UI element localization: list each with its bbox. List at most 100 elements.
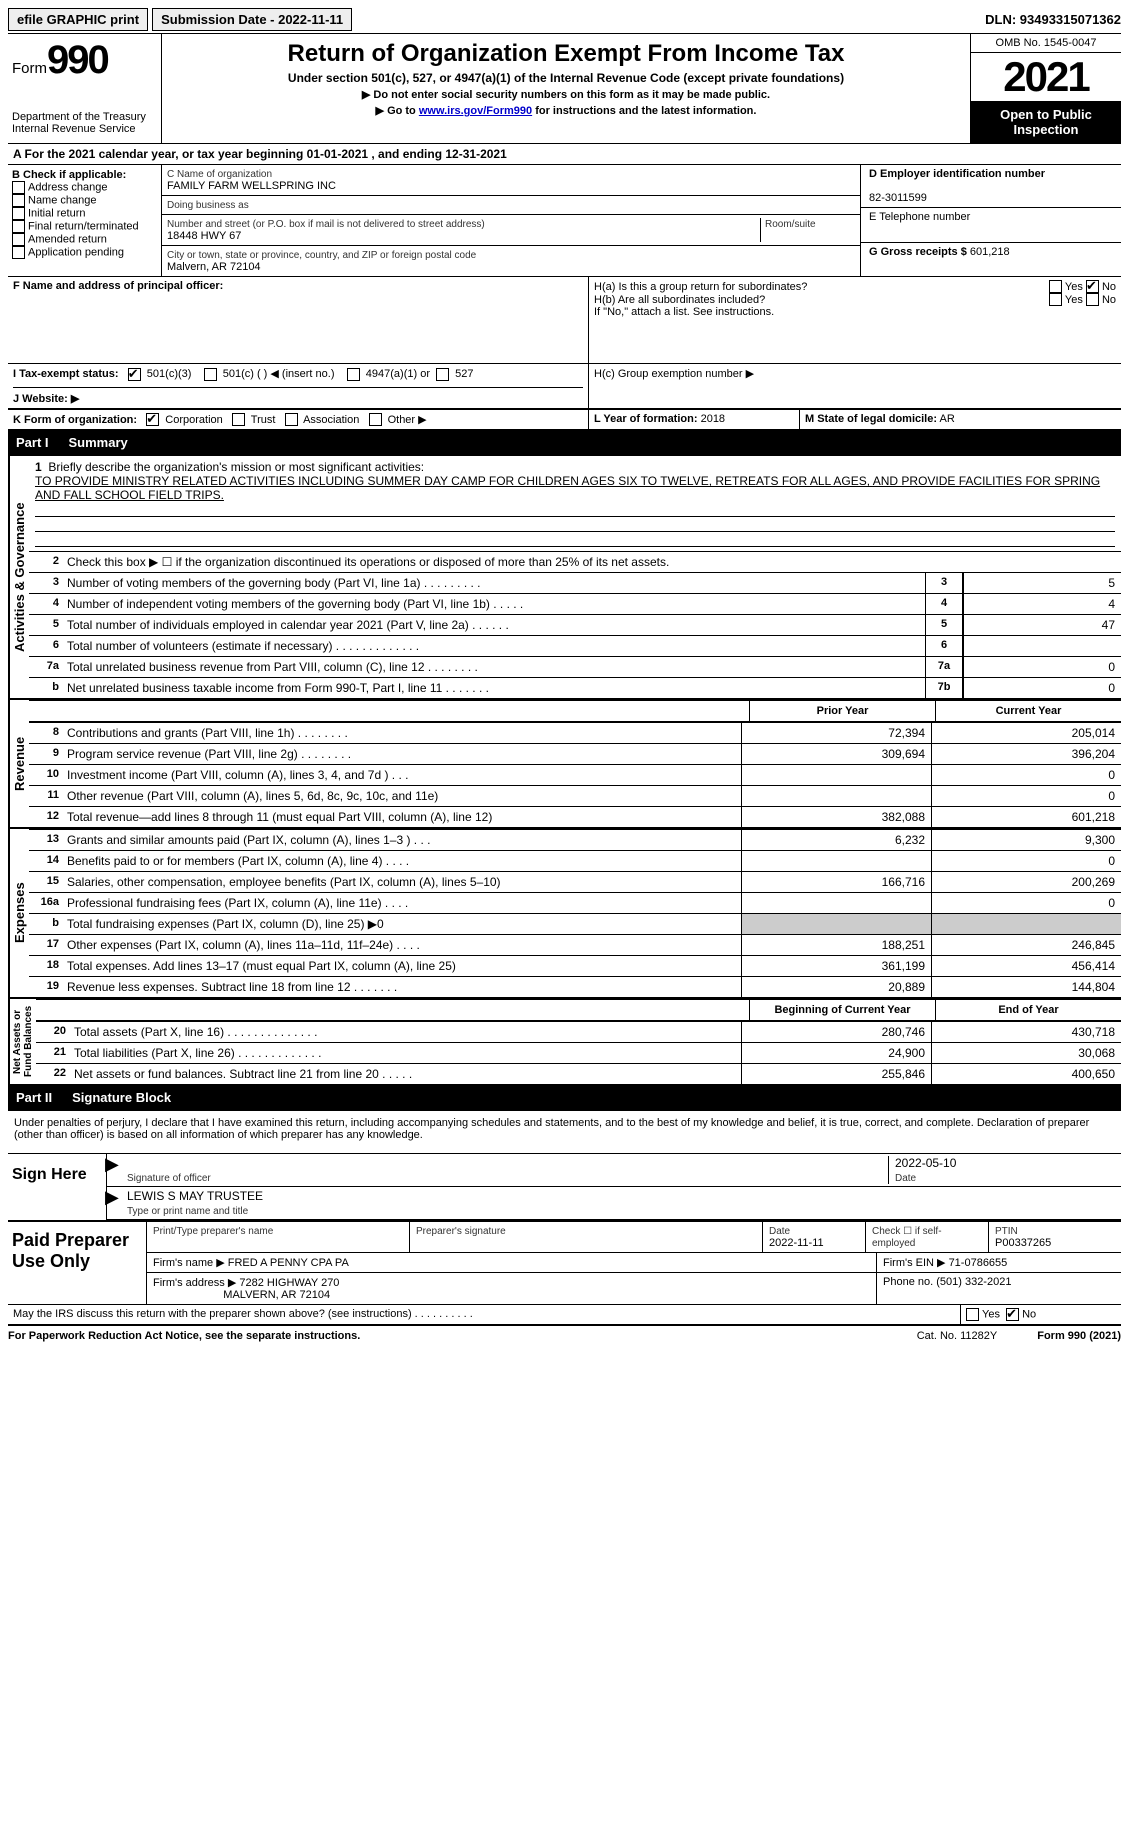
vlabel-revenue: Revenue <box>8 700 29 827</box>
cb-ha-no[interactable] <box>1086 280 1099 293</box>
line-18: 18 Total expenses. Add lines 13–17 (must… <box>29 955 1121 976</box>
preparer-label: Paid Preparer Use Only <box>8 1222 147 1304</box>
form-label: Form <box>12 60 47 77</box>
cb-assoc[interactable] <box>285 413 298 426</box>
org-city: Malvern, AR 72104 <box>167 261 261 273</box>
line-7a: 7a Total unrelated business revenue from… <box>29 656 1121 677</box>
cb-other[interactable] <box>369 413 382 426</box>
line-5: 5 Total number of individuals employed i… <box>29 614 1121 635</box>
cb-501c3[interactable] <box>128 368 141 381</box>
arrow-icon: ▶ <box>105 1154 119 1175</box>
cb-hb-yes[interactable] <box>1049 293 1062 306</box>
form-number: 990 <box>47 38 108 82</box>
firm-addr2: MALVERN, AR 72104 <box>223 1289 330 1301</box>
year-formation: 2018 <box>701 413 725 425</box>
line-16a: 16a Professional fundraising fees (Part … <box>29 892 1121 913</box>
firm-ein: 71-0786655 <box>949 1257 1008 1269</box>
firm-addr1: 7282 HIGHWAY 270 <box>239 1277 339 1289</box>
signer-name: LEWIS S MAY TRUSTEE <box>127 1189 263 1203</box>
note-link: ▶ Go to www.irs.gov/Form990 for instruct… <box>170 104 962 117</box>
section-a: A For the 2021 calendar year, or tax yea… <box>8 143 1121 164</box>
perjury-text: Under penalties of perjury, I declare th… <box>14 1117 1089 1141</box>
irs-link[interactable]: www.irs.gov/Form990 <box>419 105 532 117</box>
part2-header: Part II Signature Block <box>8 1084 1121 1109</box>
line-21: 21 Total liabilities (Part X, line 26) .… <box>36 1042 1121 1063</box>
tax-year: 2021 <box>971 53 1121 101</box>
cb-initial-return[interactable] <box>12 207 25 220</box>
row-k-l-m: K Form of organization: Corporation Trus… <box>8 408 1121 430</box>
cb-527[interactable] <box>436 368 449 381</box>
cb-corp[interactable] <box>146 413 159 426</box>
arrow-icon: ▶ <box>105 1187 119 1208</box>
section-governance: Activities & Governance 1 Briefly descri… <box>8 454 1121 698</box>
cb-hb-no[interactable] <box>1086 293 1099 306</box>
vlabel-governance: Activities & Governance <box>8 456 29 698</box>
section-revenue: Revenue Prior YearCurrent Year 8 Contrib… <box>8 698 1121 827</box>
box-b-c-d: B Check if applicable: Address change Na… <box>8 164 1121 276</box>
header: Form990 Department of the Treasury Inter… <box>8 33 1121 143</box>
section-netassets: Net Assets orFund Balances Beginning of … <box>8 997 1121 1084</box>
sign-date: 2022-05-10 <box>895 1156 956 1170</box>
signature-section: Under penalties of perjury, I declare th… <box>8 1109 1121 1147</box>
cb-address-change[interactable] <box>12 181 25 194</box>
part1-header: Part I Summary <box>8 429 1121 454</box>
topbar: efile GRAPHIC print Submission Date - 20… <box>8 8 1121 31</box>
prep-date: 2022-11-11 <box>769 1237 824 1249</box>
cb-final-return[interactable] <box>12 220 25 233</box>
line-10: 10 Investment income (Part VIII, column … <box>29 764 1121 785</box>
col-c: C Name of organization FAMILY FARM WELLS… <box>162 165 860 276</box>
paperwork-notice: For Paperwork Reduction Act Notice, see … <box>8 1330 877 1342</box>
org-name: FAMILY FARM WELLSPRING INC <box>167 180 336 192</box>
cb-name-change[interactable] <box>12 194 25 207</box>
submission-date-button[interactable]: Submission Date - 2022-11-11 <box>152 8 352 31</box>
line-15: 15 Salaries, other compensation, employe… <box>29 871 1121 892</box>
line-13: 13 Grants and similar amounts paid (Part… <box>29 829 1121 850</box>
cb-discuss-yes[interactable] <box>966 1308 979 1321</box>
line-20: 20 Total assets (Part X, line 16) . . . … <box>36 1021 1121 1042</box>
cb-discuss-no[interactable] <box>1006 1308 1019 1321</box>
vlabel-netassets: Net Assets orFund Balances <box>8 999 36 1084</box>
sign-here-label: Sign Here <box>8 1154 107 1220</box>
cb-ha-yes[interactable] <box>1049 280 1062 293</box>
cb-4947[interactable] <box>347 368 360 381</box>
header-left: Form990 Department of the Treasury Inter… <box>8 34 162 143</box>
open-public: Open to Public Inspection <box>971 101 1121 143</box>
cb-pending[interactable] <box>12 246 25 259</box>
line-9: 9 Program service revenue (Part VIII, li… <box>29 743 1121 764</box>
mission: 1 Briefly describe the organization's mi… <box>29 456 1121 551</box>
footer: For Paperwork Reduction Act Notice, see … <box>8 1324 1121 1346</box>
preparer-block: Paid Preparer Use Only Print/Type prepar… <box>8 1220 1121 1304</box>
line-22: 22 Net assets or fund balances. Subtract… <box>36 1063 1121 1084</box>
omb-number: OMB No. 1545-0047 <box>971 34 1121 53</box>
discuss-row: May the IRS discuss this return with the… <box>8 1304 1121 1324</box>
row-f-h: F Name and address of principal officer:… <box>8 276 1121 363</box>
dept-label: Department of the Treasury Internal Reve… <box>12 111 157 135</box>
ptin: P00337265 <box>995 1237 1051 1249</box>
section-expenses: Expenses 13 Grants and similar amounts p… <box>8 827 1121 997</box>
line-12: 12 Total revenue—add lines 8 through 11 … <box>29 806 1121 827</box>
gross-receipts: 601,218 <box>970 246 1010 258</box>
line-11: 11 Other revenue (Part VIII, column (A),… <box>29 785 1121 806</box>
sign-here-block: Sign Here ▶ Signature of officer 2022-05… <box>8 1153 1121 1220</box>
line-19: 19 Revenue less expenses. Subtract line … <box>29 976 1121 997</box>
line-14: 14 Benefits paid to or for members (Part… <box>29 850 1121 871</box>
form-title: Return of Organization Exempt From Incom… <box>170 40 962 68</box>
efile-button[interactable]: efile GRAPHIC print <box>8 8 148 31</box>
state-domicile: AR <box>939 413 954 425</box>
line-8: 8 Contributions and grants (Part VIII, l… <box>29 722 1121 743</box>
org-address: 18448 HWY 67 <box>167 230 241 242</box>
row-i-j: I Tax-exempt status: 501(c)(3) 501(c) ( … <box>8 363 1121 408</box>
cb-501c[interactable] <box>204 368 217 381</box>
line-17: 17 Other expenses (Part IX, column (A), … <box>29 934 1121 955</box>
header-right: OMB No. 1545-0047 2021 Open to Public In… <box>970 34 1121 143</box>
line-6: 6 Total number of volunteers (estimate i… <box>29 635 1121 656</box>
note-ssn: ▶ Do not enter social security numbers o… <box>170 88 962 101</box>
dln: DLN: 93493315071362 <box>985 12 1121 27</box>
col-b: B Check if applicable: Address change Na… <box>8 165 162 276</box>
header-center: Return of Organization Exempt From Incom… <box>162 34 970 143</box>
vlabel-expenses: Expenses <box>8 829 29 997</box>
cb-amended[interactable] <box>12 233 25 246</box>
firm-phone: (501) 332-2021 <box>936 1276 1011 1288</box>
form-ref: Form 990 (2021) <box>1037 1330 1121 1342</box>
cb-trust[interactable] <box>232 413 245 426</box>
